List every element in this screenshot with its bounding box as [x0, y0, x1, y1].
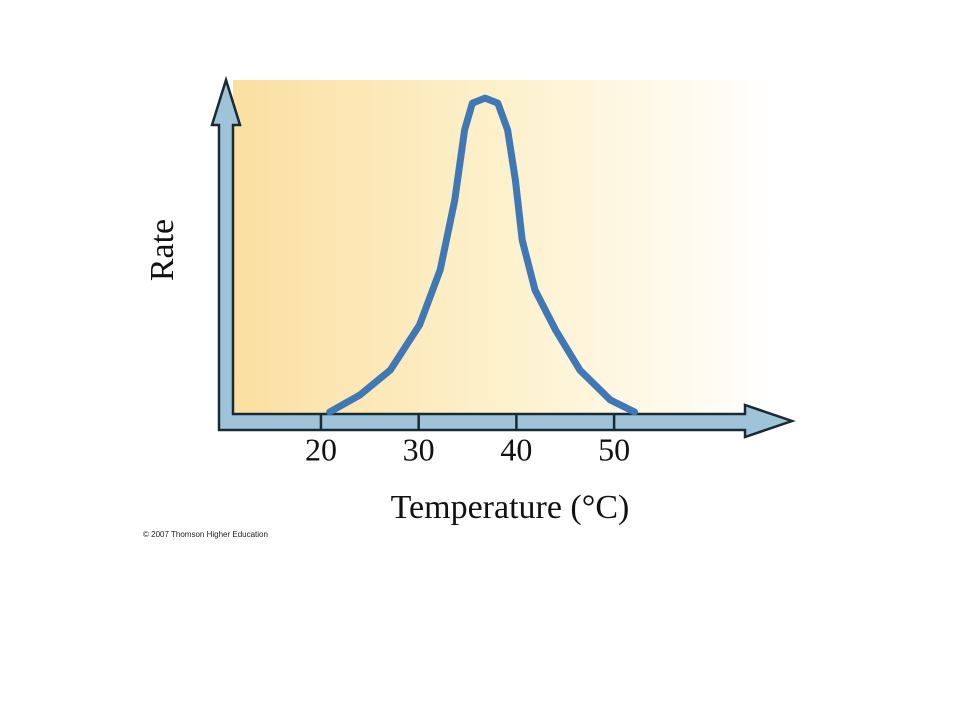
- x-tick-label: 20: [305, 431, 337, 467]
- x-tick-label: 40: [500, 431, 532, 467]
- x-tick-label: 50: [598, 431, 630, 467]
- y-axis-title: Rate: [144, 219, 181, 281]
- axes: [210, 75, 796, 439]
- credit: © 2007 Thomson Higher Education: [143, 530, 268, 539]
- line: [326, 94, 639, 416]
- x-axis-title: Temperature (°C): [391, 489, 630, 526]
- x-tick-label: 30: [403, 431, 435, 467]
